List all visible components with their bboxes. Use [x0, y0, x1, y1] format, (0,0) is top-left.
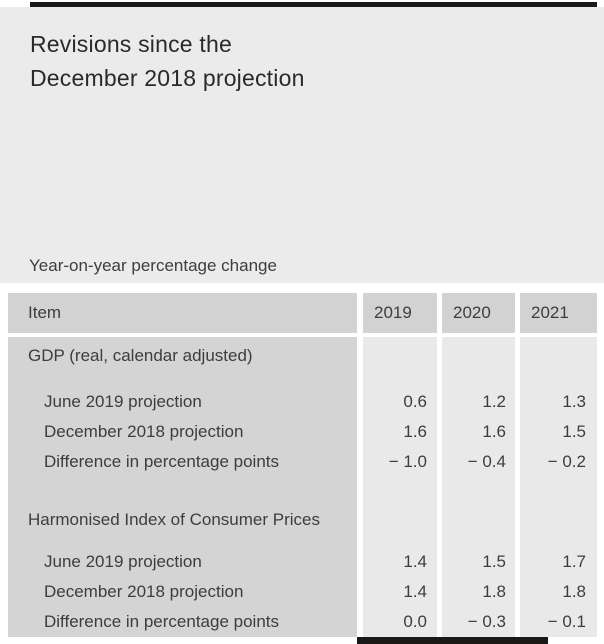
row-label: June 2019 projection — [44, 552, 202, 571]
row-value-2019: 1.4 — [403, 582, 427, 601]
unit-subtitle: Year-on-year percentage change — [29, 256, 277, 275]
row-value-2020: 1.5 — [482, 552, 506, 571]
row-label: Difference in percentage points — [44, 612, 280, 631]
row-value-2019: 0.6 — [403, 392, 427, 411]
row-value-2020: − 0.4 — [467, 452, 506, 471]
table-row: December 2018 projection 1.6 1.6 1.5 — [0, 417, 604, 447]
table-row: December 2018 projection 1.4 1.8 1.8 — [0, 577, 604, 607]
page-title: Revisions since the December 2018 projec… — [30, 27, 305, 95]
row-value-2019: 1.6 — [403, 422, 427, 441]
row-value-2021: 1.3 — [562, 392, 586, 411]
spacer — [0, 375, 604, 387]
row-value-2019: 1.4 — [403, 552, 427, 571]
bottom-rule — [357, 637, 548, 644]
spacer — [0, 535, 604, 547]
table-row: Difference in percentage points − 1.0 − … — [0, 447, 604, 477]
row-label: Difference in percentage points — [44, 452, 280, 471]
row-value-2020: − 0.3 — [467, 612, 506, 631]
row-value-2019: − 1.0 — [388, 452, 427, 471]
spacer — [0, 477, 604, 505]
table-row: Difference in percentage points 0.0 − 0.… — [0, 607, 604, 637]
page-title-line-2: December 2018 projection — [30, 65, 305, 91]
row-label: December 2018 projection — [44, 422, 244, 441]
top-rule — [30, 2, 597, 7]
row-value-2019: 0.0 — [403, 612, 427, 631]
section-label: GDP (real, calendar adjusted) — [28, 346, 253, 365]
column-header-item: Item — [8, 293, 357, 333]
row-value-2021: 1.7 — [562, 552, 586, 571]
value-column-strip-2020 — [442, 337, 515, 637]
section-header-gdp: GDP (real, calendar adjusted) — [0, 337, 604, 375]
column-header-2019: 2019 — [363, 293, 437, 333]
row-label: December 2018 projection — [44, 582, 244, 601]
page-title-line-1: Revisions since the — [30, 31, 232, 57]
table-header-row: Item 2019 2020 2021 — [0, 293, 604, 333]
row-value-2021: 1.5 — [562, 422, 586, 441]
section-header-hicp: Harmonised Index of Consumer Prices — [0, 505, 604, 535]
table-body: GDP (real, calendar adjusted) June 2019 … — [0, 337, 604, 637]
value-column-strip-2019 — [363, 337, 437, 637]
row-label: June 2019 projection — [44, 392, 202, 411]
column-header-2021: 2021 — [520, 293, 597, 333]
title-block: Revisions since the December 2018 projec… — [0, 7, 604, 283]
row-value-2020: 1.8 — [482, 582, 506, 601]
value-column-strip-2021 — [520, 337, 597, 637]
row-value-2020: 1.2 — [482, 392, 506, 411]
table-row: June 2019 projection 0.6 1.2 1.3 — [0, 387, 604, 417]
row-value-2020: 1.6 — [482, 422, 506, 441]
label-column-strip — [8, 337, 357, 637]
row-value-2021: 1.8 — [562, 582, 586, 601]
row-value-2021: − 0.1 — [547, 612, 586, 631]
section-label: Harmonised Index of Consumer Prices — [28, 510, 320, 529]
column-header-2020: 2020 — [442, 293, 515, 333]
row-value-2021: − 0.2 — [547, 452, 586, 471]
table-row: June 2019 projection 1.4 1.5 1.7 — [0, 547, 604, 577]
